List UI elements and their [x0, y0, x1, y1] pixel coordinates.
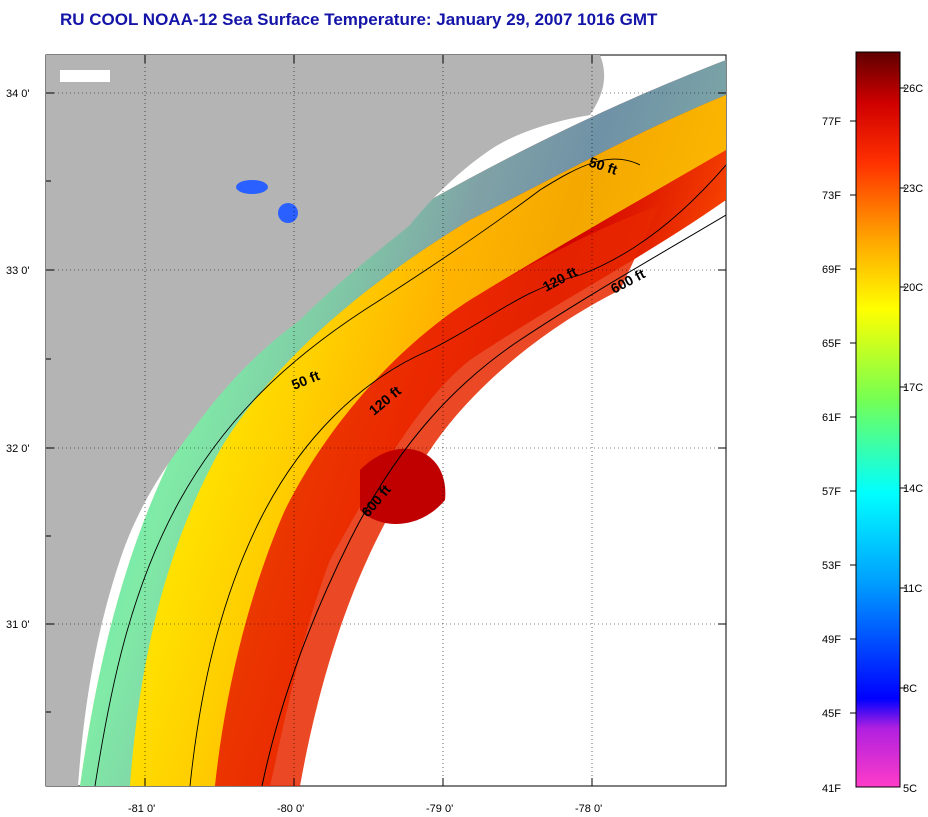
land-mass	[46, 55, 605, 786]
graticule	[46, 55, 726, 786]
sst-warm-patch	[360, 448, 446, 524]
cb-f-49: 49F	[822, 634, 841, 646]
cb-f-77: 77F	[822, 116, 841, 128]
lon-label-81: -81 0'	[128, 803, 155, 815]
lon-label-80: -80 0'	[277, 803, 304, 815]
cb-f-61: 61F	[822, 412, 841, 424]
lon-label-79: -79 0'	[426, 803, 453, 815]
cb-f-65: 65F	[822, 338, 841, 350]
cb-c-8: 8C	[903, 683, 917, 695]
isobath-120ft	[189, 164, 726, 786]
axis-ticks	[46, 55, 726, 786]
lake-marion	[278, 203, 298, 223]
colorbar-ticks	[850, 87, 906, 714]
colorbar-ramp	[855, 51, 901, 788]
cb-c-11: 11C	[903, 583, 922, 595]
map-title: RU COOL NOAA-12 Sea Surface Temperature:…	[60, 10, 658, 29]
cb-f-69: 69F	[822, 264, 841, 276]
lat-label-32: 32 0'	[6, 443, 30, 455]
cb-c-23: 23C	[903, 183, 923, 195]
cb-c-14: 14C	[903, 483, 923, 495]
lon-label-78: -78 0'	[575, 803, 602, 815]
sst-midshelf	[130, 95, 726, 786]
cb-f-45: 45F	[822, 708, 841, 720]
lat-label-31: 31 0'	[6, 619, 30, 631]
sst-nearshore-cool	[80, 60, 726, 786]
cb-c-5: 5C	[903, 783, 917, 795]
cb-c-26: 26C	[903, 83, 923, 95]
nodata-patch	[60, 70, 110, 82]
colorbar-fahrenheit-labels: 77F 73F 69F 65F 61F 57F 53F 49F 45F 41F	[822, 116, 841, 795]
lat-label-34: 34 0'	[6, 88, 30, 100]
isobath-600ft	[261, 214, 726, 786]
lake-moultrie	[236, 180, 268, 194]
isobath-50ft	[94, 158, 641, 786]
cb-f-57: 57F	[822, 486, 841, 498]
cb-f-41: 41F	[822, 783, 841, 795]
cb-f-73: 73F	[822, 190, 841, 202]
cb-c-17: 17C	[903, 382, 923, 394]
cb-c-20: 20C	[903, 282, 923, 294]
colorbar-celsius-labels: 26C 23C 20C 17C 14C 11C 8C 5C	[903, 83, 923, 795]
lat-label-33: 33 0'	[6, 265, 30, 277]
cb-f-53: 53F	[822, 560, 841, 572]
sst-gulf-stream	[215, 205, 660, 786]
